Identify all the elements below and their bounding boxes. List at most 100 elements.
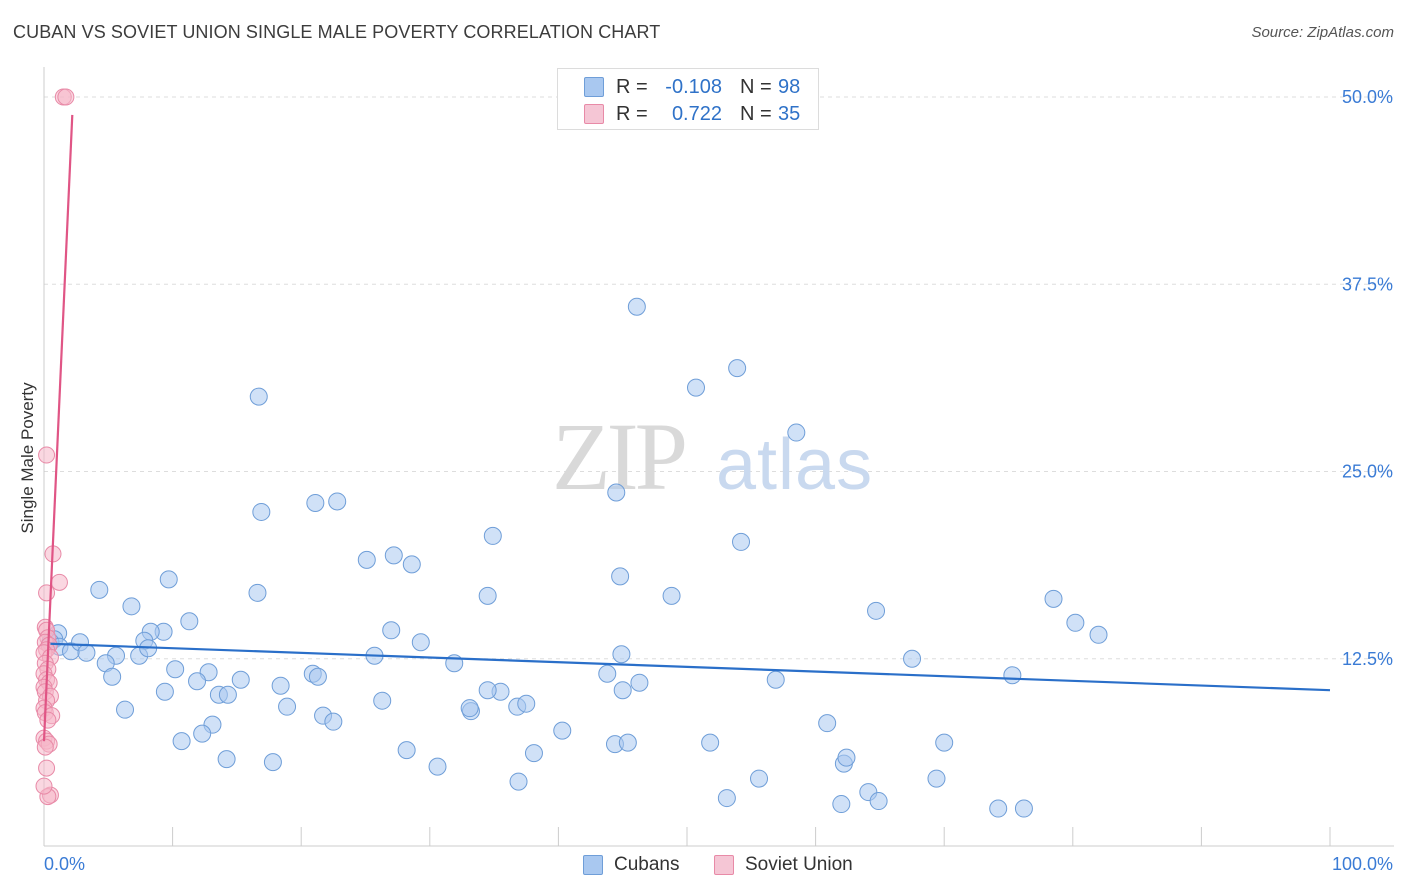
cuban-point [77, 643, 96, 662]
cuban-point [249, 387, 268, 406]
cuban-point [612, 645, 631, 664]
cuban-point [607, 483, 626, 502]
cuban-point [411, 633, 430, 652]
cuban-point [382, 621, 401, 640]
cuban-point [728, 359, 747, 378]
legend-row-cubans: R = -0.108 N = 98 [584, 75, 800, 99]
soviet-point [57, 88, 75, 106]
cuban-point [766, 670, 785, 689]
cuban-point [397, 741, 416, 760]
cuban-point [231, 670, 250, 689]
cubans-legend-label: Cubans [614, 854, 680, 875]
soviet-trend-line [42, 114, 74, 742]
cuban-point [308, 667, 327, 686]
cuban-point [867, 601, 886, 620]
grid-lines [44, 96, 1394, 660]
stats-legend: R = -0.108 N = 98 R = 0.722 N = 35 [557, 68, 819, 130]
y-tick-label: 12.5% [1342, 649, 1393, 669]
cuban-point [611, 567, 630, 586]
cuban-point [553, 721, 572, 740]
cuban-point [483, 526, 502, 545]
cuban-point [103, 667, 122, 686]
soviet-point [39, 711, 57, 729]
n-label: N = [740, 102, 772, 125]
n-value: 98 [778, 75, 801, 98]
cuban-point [787, 423, 806, 442]
source-label: Source: ZipAtlas.com [1251, 24, 1394, 41]
cuban-point [509, 772, 528, 791]
soviet-point [38, 759, 56, 777]
cuban-point [324, 712, 343, 731]
tick-labels: 12.5% 25.0% 37.5% 50.0% 0.0% 100.0% [44, 87, 1393, 874]
bottom-legend-soviet: Soviet Union [714, 853, 853, 877]
bottom-legend-cubans: Cubans [583, 853, 680, 877]
cuban-point [218, 685, 237, 704]
cuban-point [927, 769, 946, 788]
cuban-point [328, 492, 347, 511]
cuban-point [172, 732, 191, 751]
cuban-point [517, 694, 536, 713]
legend-row-soviet: R = 0.722 N = 35 [584, 102, 800, 126]
cuban-point [1014, 799, 1033, 818]
cuban-point [460, 699, 479, 718]
cuban-point [837, 748, 856, 767]
cuban-point [155, 682, 174, 701]
cuban-point [701, 733, 720, 752]
cuban-point [613, 681, 632, 700]
cuban-point [618, 733, 637, 752]
cubans-trend-line [50, 642, 1331, 692]
r-label: R = [616, 75, 648, 98]
soviet-swatch [584, 104, 604, 124]
cuban-point [903, 649, 922, 668]
soviet-point [36, 738, 54, 756]
cuban-point [818, 714, 837, 733]
cuban-point [188, 672, 207, 691]
cuban-point [687, 378, 706, 397]
cuban-point [263, 753, 282, 772]
cuban-point [180, 612, 199, 631]
soviet-legend-swatch [714, 855, 734, 875]
soviet-points [35, 88, 75, 806]
cubans-legend-swatch [583, 855, 603, 875]
cuban-point [306, 493, 325, 512]
cuban-point [630, 673, 649, 692]
n-value: 35 [778, 102, 801, 125]
cuban-point [357, 550, 376, 569]
cuban-point [402, 555, 421, 574]
cuban-point [750, 769, 769, 788]
soviet-legend-label: Soviet Union [745, 854, 853, 875]
cuban-point [166, 660, 185, 679]
watermark: ZIP atlas [552, 403, 872, 510]
cuban-point [122, 597, 141, 616]
trend-lines [42, 114, 1331, 742]
cuban-point [869, 792, 888, 811]
cuban-point [116, 700, 135, 719]
cubans-swatch [584, 77, 604, 97]
cuban-point [278, 697, 297, 716]
cuban-point [935, 733, 954, 752]
cuban-point [732, 532, 751, 551]
r-label: R = [616, 102, 648, 125]
cuban-point [598, 664, 617, 683]
cuban-point [252, 502, 271, 521]
y-axis-label: Single Male Poverty [18, 382, 37, 534]
cuban-point [1003, 666, 1022, 685]
cuban-point [832, 795, 851, 814]
y-tick-label: 50.0% [1342, 87, 1393, 107]
cuban-point [717, 789, 736, 808]
cuban-point [1066, 613, 1085, 632]
cuban-point [217, 750, 236, 769]
y-tick-label: 25.0% [1342, 462, 1393, 482]
cuban-point [159, 570, 178, 589]
cuban-point [478, 681, 497, 700]
cuban-point [989, 799, 1008, 818]
cuban-point [373, 691, 392, 710]
x-tick-label-max: 100.0% [1332, 854, 1393, 874]
soviet-point [38, 584, 56, 602]
cuban-point [384, 546, 403, 565]
cuban-point [627, 297, 646, 316]
r-value: 0.722 [671, 102, 722, 125]
cuban-point [428, 757, 447, 776]
cubans-points [41, 297, 1108, 818]
